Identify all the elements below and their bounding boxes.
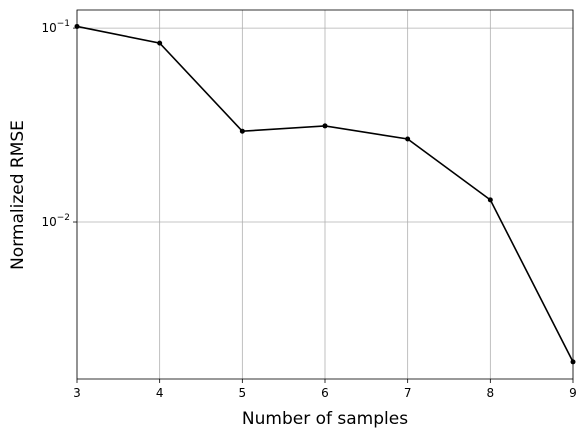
marker (239, 128, 245, 134)
x-tick-label: 5 (239, 386, 247, 400)
marker (405, 136, 411, 142)
y-tick-label: 10−2 (41, 213, 70, 229)
x-tick-label: 6 (321, 386, 329, 400)
x-axis-label: Number of samples (242, 409, 408, 429)
x-tick-label: 9 (569, 386, 577, 400)
x-tick-label: 8 (487, 386, 495, 400)
y-axis-label: Normalized RMSE (8, 120, 28, 270)
plot-frame (76, 9, 574, 380)
y-tick-label: 10−1 (41, 19, 70, 35)
x-tick-label: 7 (404, 386, 412, 400)
marker (487, 197, 493, 203)
x-tick-label: 3 (73, 386, 81, 400)
marker (322, 123, 328, 129)
marker (157, 40, 163, 46)
x-tick-label: 4 (156, 386, 164, 400)
